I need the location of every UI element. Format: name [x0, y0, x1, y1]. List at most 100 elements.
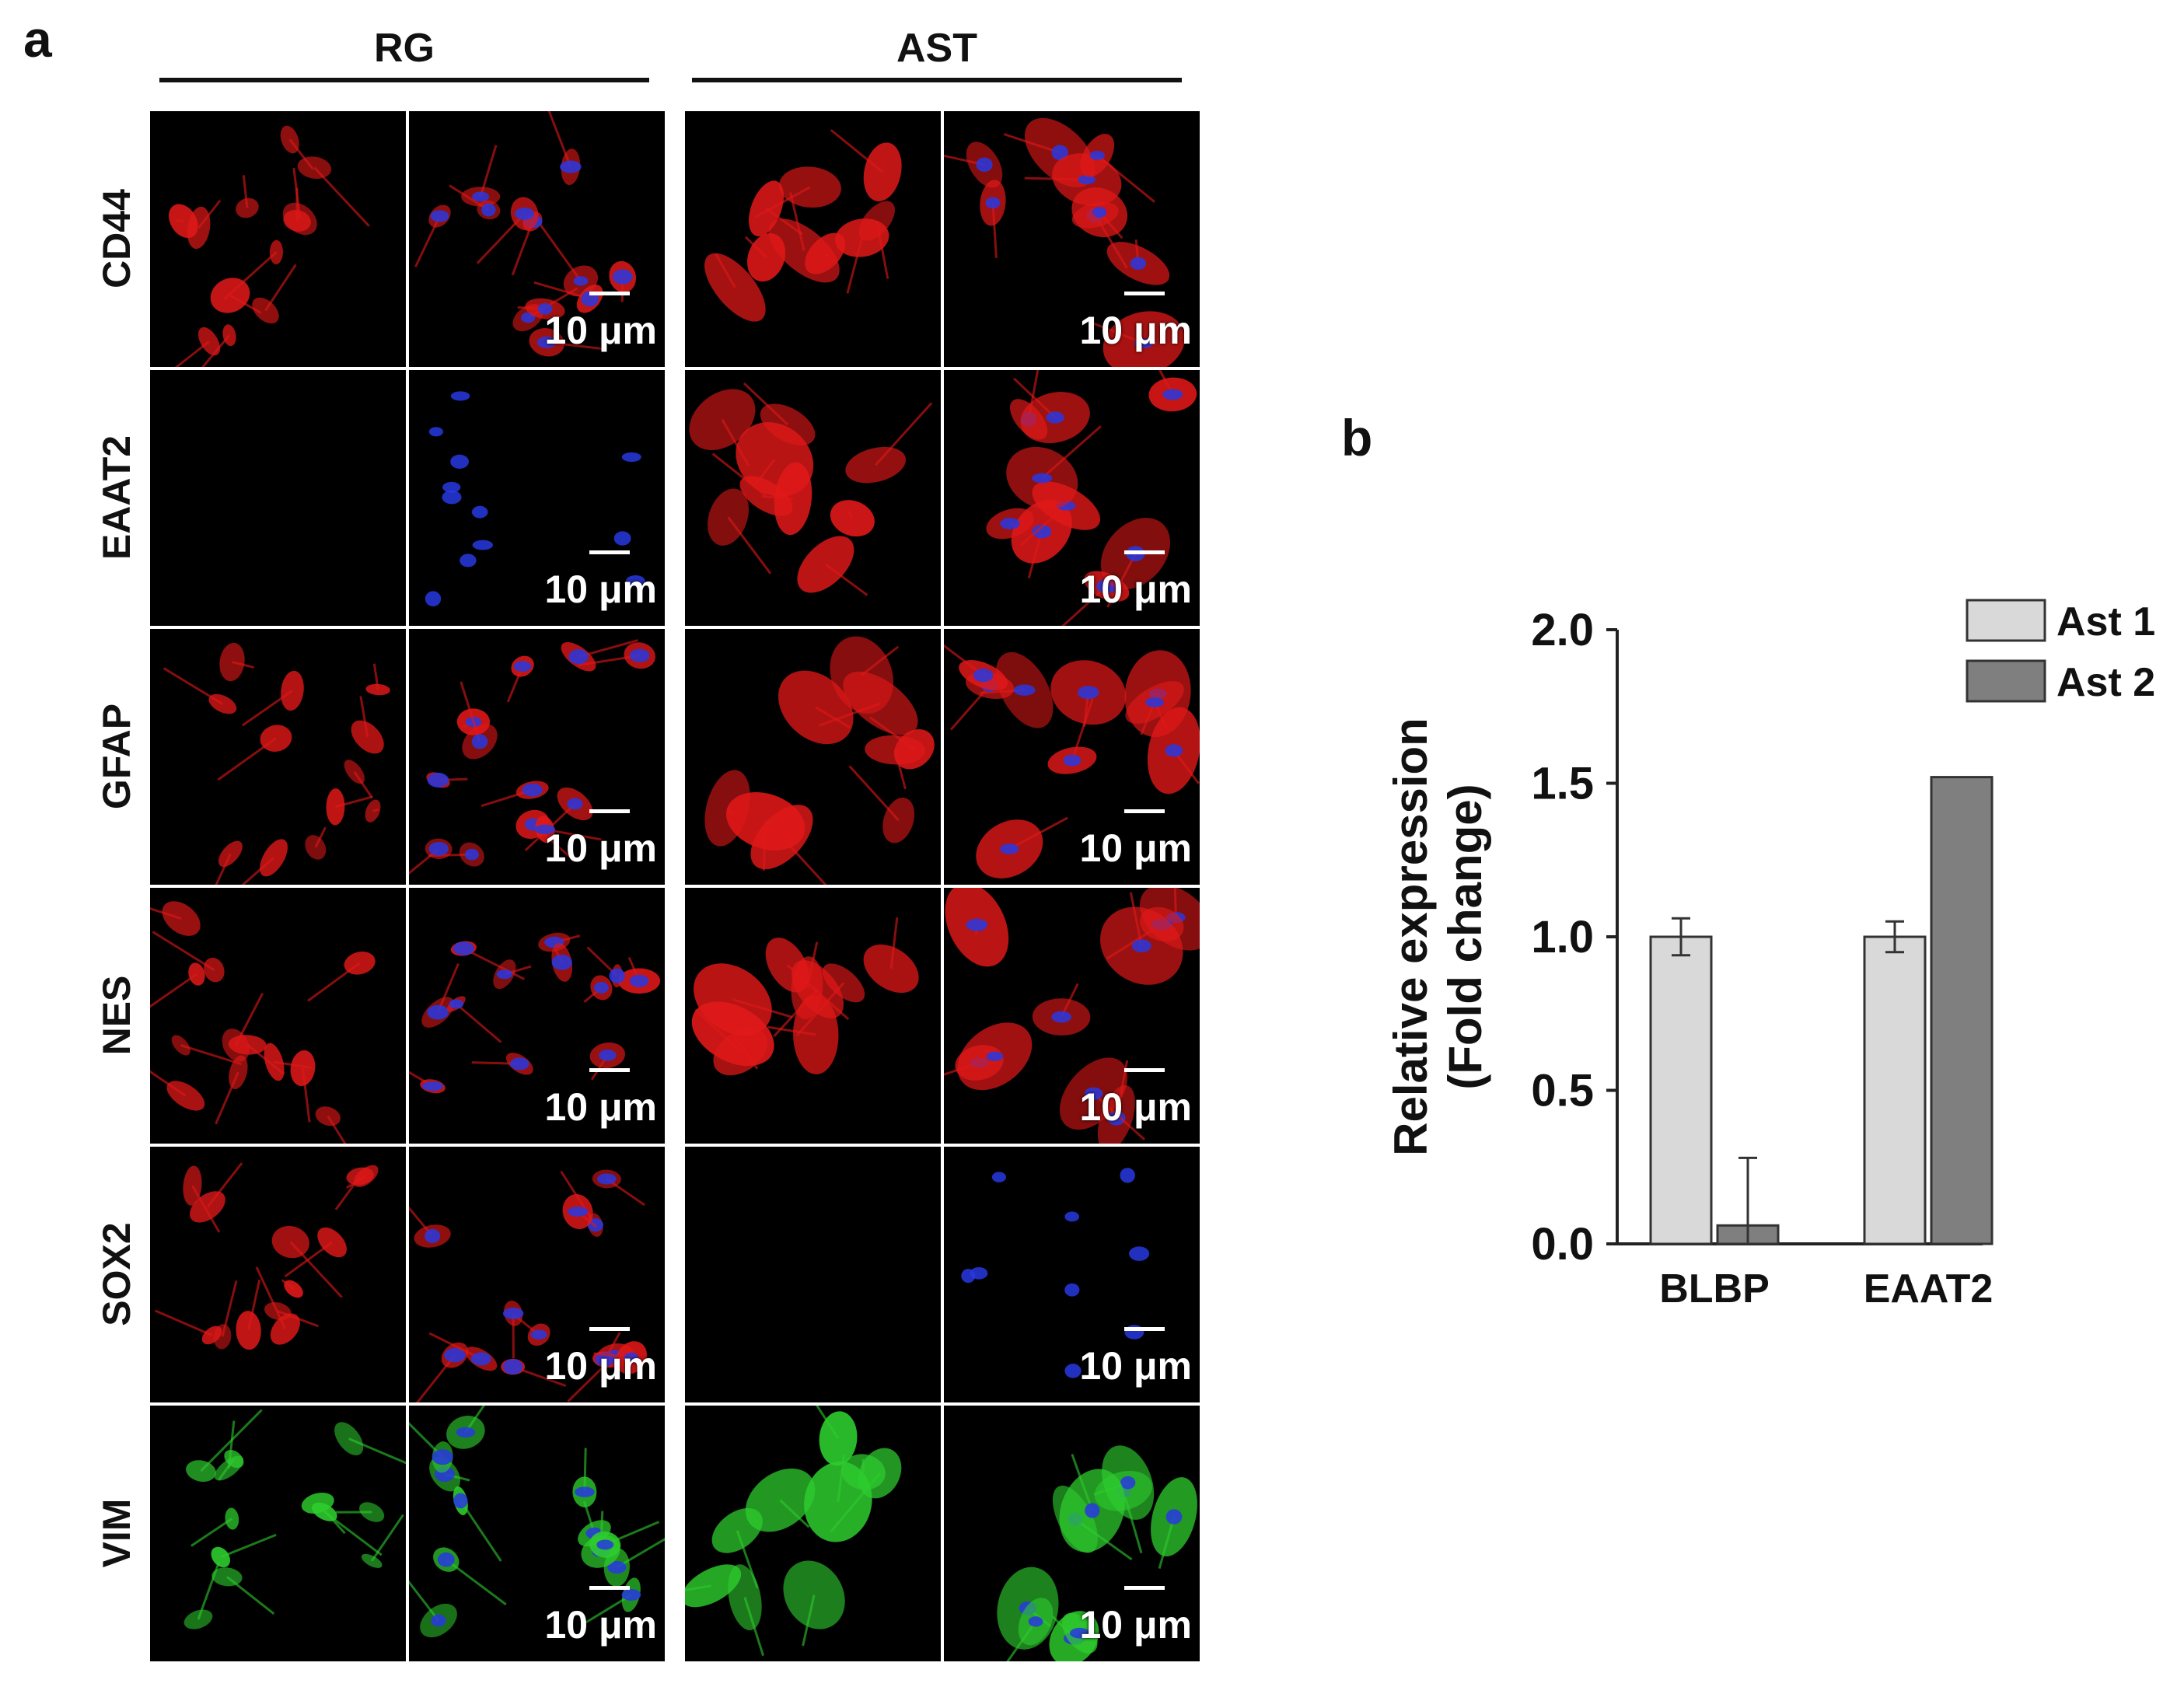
- cell-process: [1106, 553, 1137, 608]
- cell-process: [875, 220, 889, 279]
- nucleus: [502, 1308, 524, 1319]
- micrograph-eaat2-rg-marker: [150, 370, 406, 626]
- micrograph-sox2-ast-marker: [685, 1147, 941, 1402]
- cell: [805, 232, 846, 274]
- cell-process: [415, 1354, 456, 1402]
- scale-bar-label: 10 μm: [1079, 1344, 1192, 1388]
- cell-process: [409, 1206, 434, 1237]
- nucleus: [481, 203, 496, 217]
- cell-process: [215, 1071, 239, 1125]
- nucleus: [1077, 686, 1099, 700]
- cell-process: [370, 1514, 404, 1562]
- nucleus: [594, 982, 609, 994]
- row-label-cd44: CD44: [95, 188, 138, 288]
- cell-process: [232, 661, 255, 669]
- micrograph-cd44-rg-marker: [150, 111, 406, 367]
- cell: [830, 636, 893, 714]
- nucleus: [1089, 150, 1106, 160]
- row-label-nes: NES: [95, 975, 138, 1055]
- cell: [219, 642, 245, 682]
- micrograph-gfap-rg-marker: [150, 629, 406, 885]
- cell-process: [762, 821, 767, 871]
- cell-process: [732, 1032, 759, 1070]
- cell-process: [409, 847, 440, 875]
- y-tick-label: 1.5: [1531, 759, 1594, 809]
- nucleus: [427, 1004, 449, 1020]
- nucleus: [453, 941, 474, 955]
- nucleus: [568, 649, 589, 665]
- cell-process: [743, 1597, 764, 1657]
- cell-process: [220, 1533, 277, 1559]
- nucleus: [624, 1352, 639, 1364]
- cell-process: [685, 1584, 712, 1591]
- cell-process: [217, 737, 277, 781]
- cell-process: [313, 166, 370, 227]
- nucleus: [437, 1552, 455, 1567]
- nucleus: [1134, 338, 1154, 348]
- nucleus: [621, 452, 641, 463]
- bar-eaat2-ast-1: [1863, 935, 1927, 1245]
- nucleus: [1063, 754, 1082, 767]
- legend-label-ast-1: Ast 1: [2056, 599, 2155, 644]
- cell-staining: [162, 642, 390, 885]
- cell-process: [802, 1594, 816, 1647]
- cell-process: [221, 1280, 238, 1337]
- cell-process: [229, 294, 262, 314]
- nucleus: [607, 1560, 627, 1574]
- cell-process: [1006, 1620, 1037, 1661]
- cell-process: [154, 1309, 213, 1336]
- nucleus: [449, 999, 464, 1009]
- nucleus: [1013, 684, 1036, 696]
- nucleus: [428, 842, 449, 856]
- cell: [326, 788, 345, 826]
- nucleus: [442, 481, 461, 493]
- nucleus: [472, 540, 494, 550]
- cell: [845, 446, 907, 484]
- nucleus: [621, 1588, 641, 1601]
- nucleus: [976, 157, 993, 173]
- cell-process: [314, 826, 327, 848]
- cell-process: [767, 1025, 816, 1036]
- nucleus: [521, 312, 536, 323]
- scale-bar: [1124, 1327, 1165, 1331]
- cell-staining: [944, 117, 1185, 367]
- cell-process: [732, 998, 793, 1018]
- cell-process: [1003, 133, 1061, 154]
- cell-process: [1092, 1092, 1146, 1141]
- cell-process: [580, 1594, 632, 1626]
- cell-process: [1173, 888, 1177, 918]
- cell-staining: [685, 1406, 902, 1657]
- cell-process: [1024, 176, 1087, 181]
- nucleus: [1107, 1111, 1126, 1126]
- group-header-rg: RG: [159, 25, 649, 82]
- cell-process: [241, 690, 293, 727]
- micrograph-sox2-ast-merge: 10 μm: [944, 1147, 1200, 1402]
- cell: [774, 462, 812, 536]
- cell: [315, 1106, 341, 1126]
- group-label-rg: RG: [374, 26, 435, 71]
- nucleus: [596, 1173, 617, 1185]
- cell-process: [1027, 531, 1043, 578]
- nucleus: [502, 1359, 523, 1375]
- scale-bar-label: 10 μm: [544, 1344, 657, 1388]
- cell-process: [175, 219, 183, 222]
- cell: [334, 1422, 364, 1456]
- cell: [236, 1311, 261, 1350]
- micrograph-nes-rg-marker: [150, 888, 406, 1144]
- micrograph-vim-ast-merge: 10 μm: [944, 1406, 1200, 1661]
- nucleus: [522, 783, 543, 797]
- scale-bar-label: 10 μm: [1079, 826, 1192, 870]
- micrograph-gfap-ast-marker: [685, 629, 941, 885]
- micrograph-cd44-rg-merge: 10 μm: [409, 111, 665, 367]
- nucleus: [530, 1329, 547, 1339]
- cell-process: [815, 1406, 840, 1440]
- cell-process: [460, 1500, 502, 1562]
- cell-process: [991, 202, 998, 258]
- cell: [282, 202, 317, 236]
- nucleus: [464, 848, 479, 861]
- nucleus: [599, 1050, 617, 1061]
- scale-bar: [1124, 1068, 1165, 1072]
- nucleus: [1120, 1476, 1136, 1490]
- nucleus: [471, 734, 488, 749]
- y-tick-label: 0.5: [1531, 1066, 1594, 1116]
